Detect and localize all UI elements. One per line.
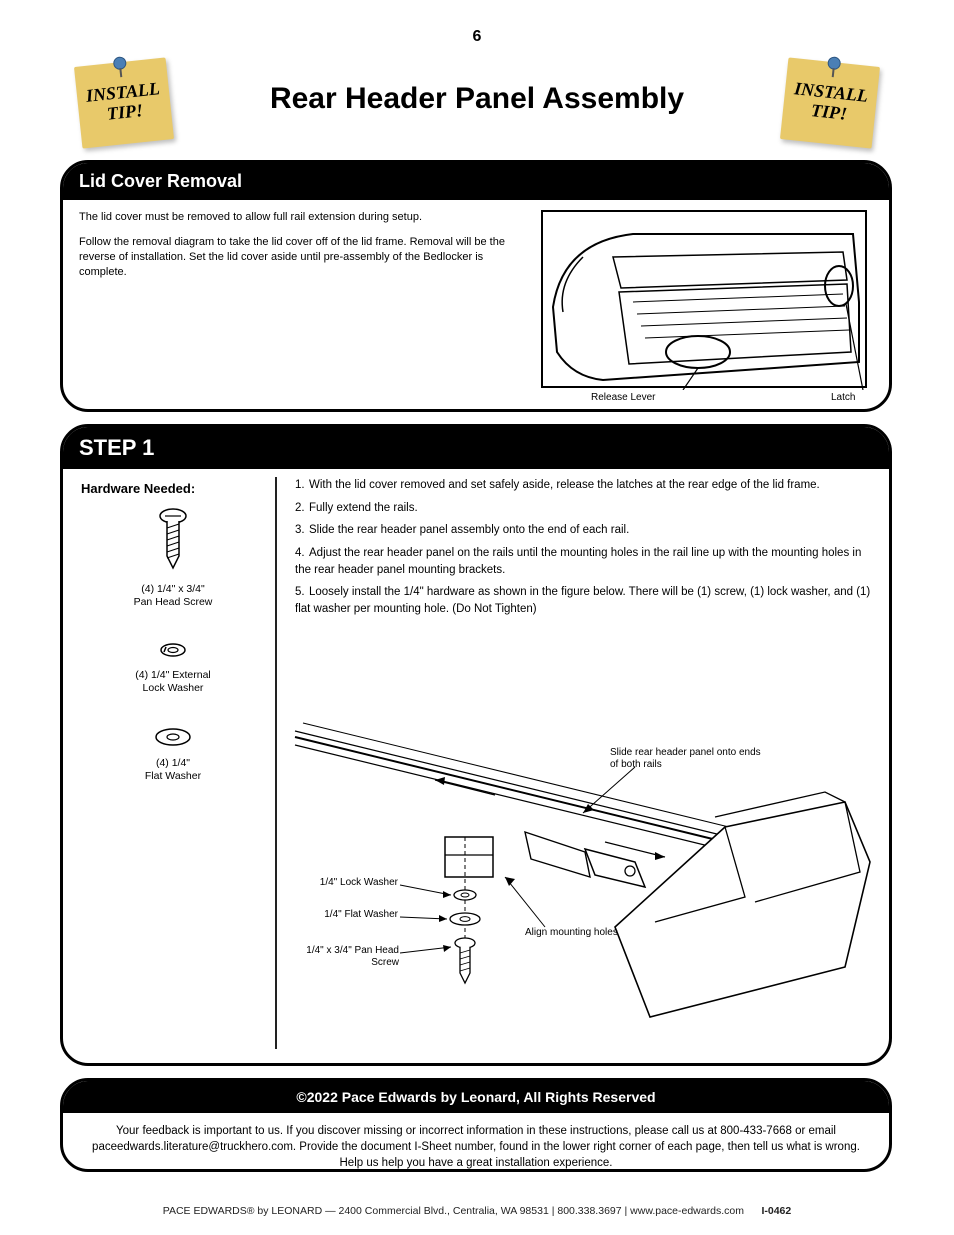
truck-bed-diagram <box>541 210 867 388</box>
sticky-text: INSTALL TIP! <box>85 79 163 126</box>
release-lever-callout: Release Lever <box>591 392 655 404</box>
assembly-svg <box>285 627 885 1057</box>
step-2-text: Fully extend the rails. <box>309 502 418 514</box>
flat-washer-icon <box>151 724 195 750</box>
sticky-line2: TIP! <box>106 100 144 124</box>
tip-para1: The lid cover must be removed to allow f… <box>79 210 527 225</box>
step-list: 1.With the lid cover removed and set saf… <box>295 477 873 618</box>
page-footer: PACE EDWARDS® by LEONARD — 2400 Commerci… <box>0 1205 954 1217</box>
sticky-line2: TIP! <box>810 100 848 124</box>
pushpin-icon <box>823 55 845 79</box>
screw-callout: 1/4" x 3/4" Pan Head Screw <box>279 945 399 968</box>
step-1-header: STEP 1 <box>63 427 889 469</box>
lid-cover-removal-box: Lid Cover Removal The lid cover must be … <box>60 160 892 412</box>
page-title: Rear Header Panel Assembly <box>270 82 684 116</box>
hardware-needed-title: Hardware Needed: <box>81 481 265 496</box>
install-tip-sticky-left: INSTALL TIP! <box>74 57 174 148</box>
align-holes-callout: Align mounting holes <box>525 927 655 939</box>
tip-box-text: The lid cover must be removed to allow f… <box>79 210 541 388</box>
step-3-text: Slide the rear header panel assembly ont… <box>309 524 629 536</box>
feedback-box: ©2022 Pace Edwards by Leonard, All Right… <box>60 1078 892 1172</box>
feedback-header: ©2022 Pace Edwards by Leonard, All Right… <box>63 1081 889 1113</box>
hw3-line1: (4) 1/4" <box>156 757 190 769</box>
sticky-text: INSTALL TIP! <box>791 79 869 126</box>
hw3-line2: Flat Washer <box>145 770 201 782</box>
assembly-diagram: Slide rear header panel onto ends of bot… <box>285 627 885 1057</box>
footer-left: PACE EDWARDS® by LEONARD — 2400 Commerci… <box>163 1205 744 1217</box>
hw-item-flat-washer: (4) 1/4" Flat Washer <box>81 724 265 782</box>
footer-right: I-0462 <box>761 1205 791 1217</box>
hardware-needed-column: Hardware Needed: (4) 1/4" x 3/4" Pan Hea… <box>77 477 277 1049</box>
hw2-line2: Lock Washer <box>143 682 204 694</box>
step-1-content: 1.With the lid cover removed and set saf… <box>295 477 873 1049</box>
hw-item-lock-washer: (4) 1/4" External Lock Washer <box>81 638 265 694</box>
hw1-line2: Pan Head Screw <box>134 596 213 608</box>
hw-item-screw: (4) 1/4" x 3/4" Pan Head Screw <box>81 506 265 608</box>
pan-head-screw-icon <box>153 506 193 576</box>
hw2-line1: (4) 1/4" External <box>135 669 211 681</box>
step-4-text: Adjust the rear header panel on the rail… <box>295 547 861 576</box>
tip-para2: Follow the removal diagram to take the l… <box>79 235 527 280</box>
latch-callout: Latch <box>831 392 855 404</box>
slide-header-callout: Slide rear header panel onto ends of bot… <box>610 747 770 770</box>
lock-washer-callout: 1/4" Lock Washer <box>293 877 398 889</box>
truck-bed-svg <box>543 212 869 390</box>
hw1-line1: (4) 1/4" x 3/4" <box>141 583 204 595</box>
feedback-body: Your feedback is important to us. If you… <box>63 1113 889 1172</box>
tip-box-header: Lid Cover Removal <box>63 163 889 200</box>
step-1-box: STEP 1 Hardware Needed: (4) 1/4" x 3/4" … <box>60 424 892 1066</box>
lock-washer-icon <box>155 638 191 662</box>
tip-diagram-area: Release Lever Latch <box>541 210 873 388</box>
flat-washer-callout: 1/4" Flat Washer <box>293 909 398 921</box>
step-1-text: With the lid cover removed and set safel… <box>309 479 820 491</box>
install-tip-sticky-right: INSTALL TIP! <box>780 57 880 148</box>
step-5-text: Loosely install the 1/4" hardware as sho… <box>295 586 870 615</box>
pushpin-icon <box>109 55 131 79</box>
page-number: 6 <box>473 28 482 46</box>
